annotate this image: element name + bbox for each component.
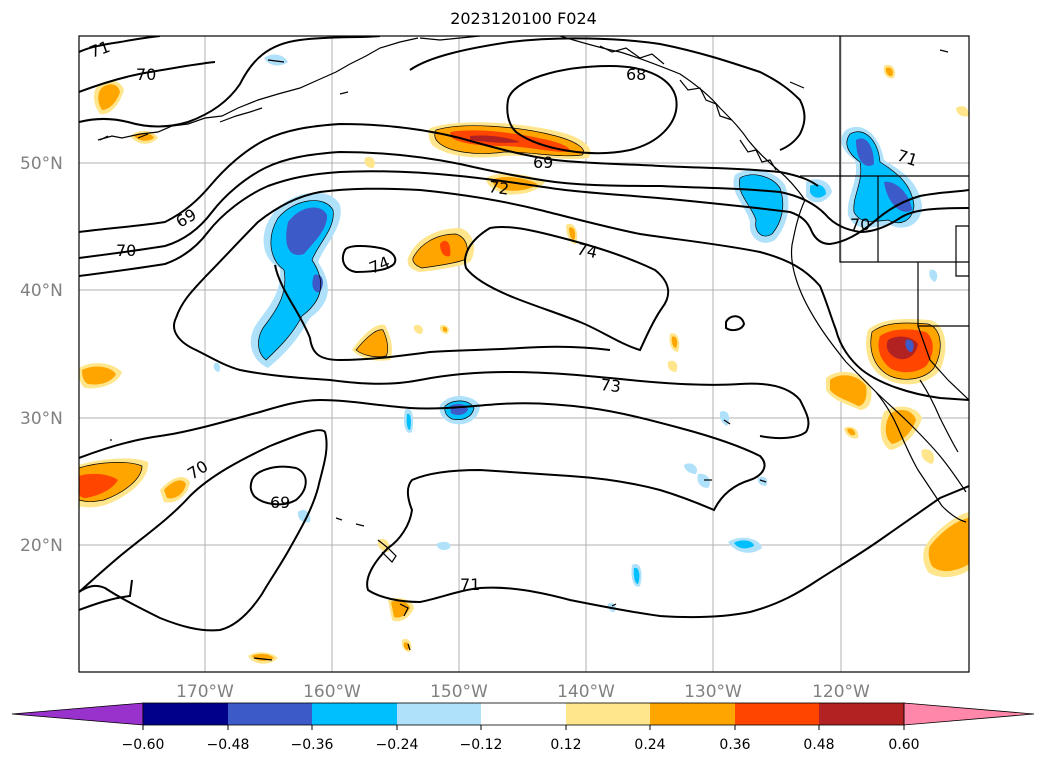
contour-label-group: 71 70 68 69 72 74 69 70 71 70 73 70 69 7…	[87, 37, 920, 594]
lat-label: 40°N	[20, 281, 63, 301]
coastlines	[97, 36, 969, 661]
lat-label: 30°N	[20, 409, 63, 429]
contour-label: 68	[626, 65, 646, 84]
contour-label: 73	[600, 375, 622, 396]
colorbar-tick-label: −0.12	[460, 737, 503, 753]
colorbar-segment	[735, 703, 819, 725]
lon-label: 160°W	[303, 682, 361, 702]
latitude-labels: 50°N 40°N 30°N 20°N	[20, 154, 63, 556]
colorbar-segment	[650, 703, 735, 725]
longitude-labels: 170°W 160°W 150°W 140°W 130°W 120°W	[176, 682, 870, 702]
colorbar-tick-label: 0.36	[719, 737, 750, 753]
colorbar-segment	[566, 703, 650, 725]
contour-label: 72	[487, 177, 510, 199]
colorbar-tick-label: −0.60	[122, 737, 165, 753]
map-frame	[78, 35, 970, 673]
colorbar-tick-label: −0.48	[207, 737, 250, 753]
contour-label: 74	[575, 239, 599, 262]
colorbar-tick-label: 0.24	[634, 737, 665, 753]
contour-label: 71	[895, 146, 920, 170]
colorbar-segment	[312, 703, 397, 725]
contour-label: 70	[184, 456, 211, 483]
lon-label: 130°W	[684, 682, 742, 702]
contour-label: 69	[533, 153, 553, 172]
contour-label: 70	[116, 241, 136, 260]
lat-label: 50°N	[20, 154, 63, 174]
lon-label: 120°W	[812, 682, 870, 702]
colorbar-tick-label: −0.36	[291, 737, 334, 753]
lon-label: 140°W	[557, 682, 615, 702]
height-contours	[79, 36, 969, 632]
colorbar-segment	[143, 703, 228, 725]
colorbar-tick-label: −0.24	[376, 737, 419, 753]
anomaly-fills	[79, 54, 969, 664]
lon-label: 150°W	[430, 682, 488, 702]
contour-label: 71	[460, 575, 480, 594]
colorbar-segment	[481, 703, 566, 725]
colorbar-extend-high	[903, 702, 1035, 726]
contour-label: 74	[366, 252, 392, 277]
contour-label: 70	[850, 215, 870, 234]
contour-label: 71	[87, 37, 113, 62]
lon-label: 170°W	[176, 682, 234, 702]
contour-label: 69	[173, 205, 200, 232]
colorbar-extend-low	[11, 702, 144, 726]
colorbar: −0.60 −0.48 −0.36 −0.24 −0.12 0.12 0.24 …	[11, 702, 1035, 753]
map-area: 71 70 68 69 72 74 69 70 71 70 73 70 69 7…	[79, 36, 969, 672]
contour-label: 69	[270, 493, 290, 512]
colorbar-segment	[819, 703, 904, 725]
colorbar-tick-label: 0.48	[803, 737, 834, 753]
neg-anomaly-1c	[286, 207, 328, 255]
colorbar-segment	[228, 703, 312, 725]
colorbar-tick-label: 0.60	[888, 737, 919, 753]
lat-label: 20°N	[20, 536, 63, 556]
colorbar-segment	[397, 703, 481, 725]
contour-label: 70	[136, 65, 156, 84]
colorbar-tick-label: 0.12	[550, 737, 581, 753]
map-title: 2023120100 F024	[450, 9, 597, 28]
